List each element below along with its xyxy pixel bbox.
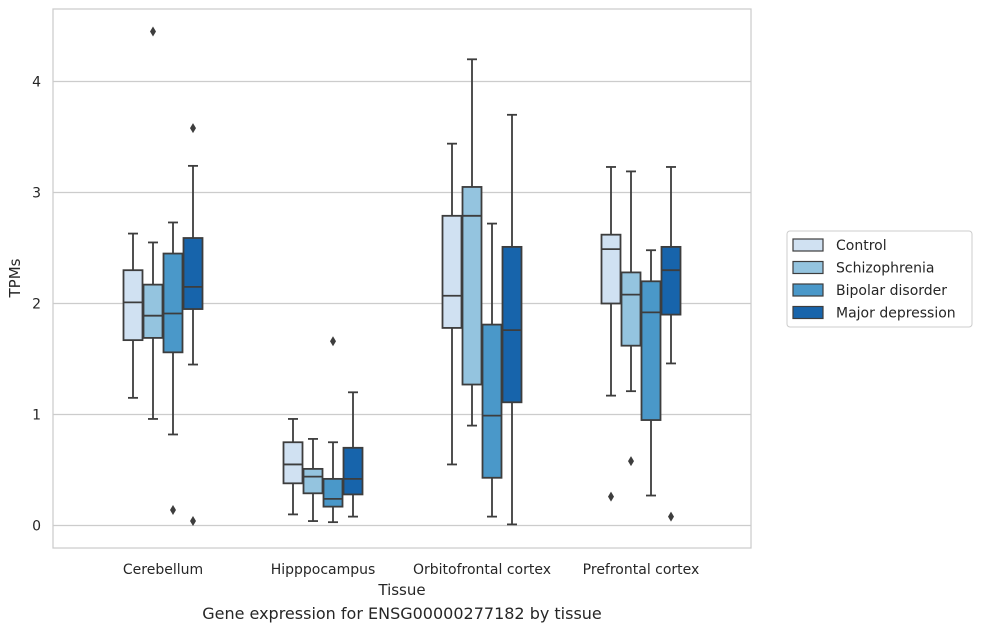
legend-label: Major depression — [836, 306, 956, 322]
box-group — [122, 232, 144, 399]
plot-frame — [52, 8, 752, 549]
legend-label: Control — [836, 238, 887, 254]
y-tick-label: 0 — [32, 519, 41, 535]
legend-frame — [786, 230, 973, 328]
box-group — [342, 391, 364, 518]
box-group — [501, 113, 523, 526]
box-group — [182, 123, 204, 527]
box — [342, 446, 364, 496]
box — [620, 271, 642, 347]
figure-caption: Gene expression for ENSG00000277182 by t… — [202, 604, 602, 623]
box-group — [282, 418, 304, 516]
outlier-point — [150, 26, 156, 37]
box — [481, 323, 503, 479]
box-group — [142, 26, 164, 420]
box — [600, 233, 622, 305]
box-group — [461, 58, 483, 427]
box-group — [620, 170, 642, 467]
box — [640, 280, 662, 421]
outlier-point — [190, 123, 196, 134]
box — [501, 245, 523, 404]
legend-label: Bipolar disorder — [836, 283, 947, 299]
legend-swatch — [792, 305, 824, 320]
box — [660, 245, 682, 316]
outlier-point — [330, 336, 336, 347]
y-tick-label: 2 — [32, 297, 41, 313]
box — [162, 252, 184, 354]
box — [142, 283, 164, 339]
outlier-point — [668, 511, 674, 522]
axes: 0 1 2 3 4 Cerebellum Hipppocampus Orbitofrontal… — [32, 75, 699, 579]
outlier-point — [170, 504, 176, 515]
legend-label: Schizophrenia — [836, 261, 934, 277]
y-tick-label: 4 — [32, 75, 41, 91]
box-group — [600, 166, 622, 502]
legend: Control Schizophrenia Bipolar disorder Majo… — [786, 230, 973, 328]
box-group — [302, 438, 324, 522]
box — [182, 237, 204, 310]
legend-swatch — [792, 260, 824, 275]
box — [122, 269, 144, 342]
box-group — [660, 166, 682, 522]
x-tick-label: Orbitofrontal cortex — [413, 562, 551, 578]
y-tick-label: 3 — [32, 186, 41, 202]
box — [282, 441, 304, 485]
box-group — [322, 336, 344, 524]
box — [322, 477, 344, 508]
x-axis-label: Tissue — [377, 581, 425, 599]
outlier-point — [190, 516, 196, 527]
box-group — [640, 249, 662, 497]
box — [461, 186, 483, 386]
box — [441, 214, 463, 329]
box — [302, 467, 324, 495]
box-group — [162, 221, 184, 515]
box-group — [481, 222, 503, 518]
plot-marks — [122, 26, 682, 527]
x-tick-label: Cerebellum — [123, 562, 203, 578]
outlier-point — [608, 491, 614, 502]
y-axis-label: TPMs — [6, 258, 24, 298]
legend-swatch — [792, 238, 824, 252]
y-tick-label: 1 — [32, 408, 41, 424]
x-tick-label: Prefrontal cortex — [583, 562, 700, 578]
legend-swatch — [792, 283, 824, 297]
outlier-point — [628, 456, 634, 467]
x-tick-label: Hipppocampus — [271, 562, 376, 578]
box-group — [441, 142, 463, 466]
